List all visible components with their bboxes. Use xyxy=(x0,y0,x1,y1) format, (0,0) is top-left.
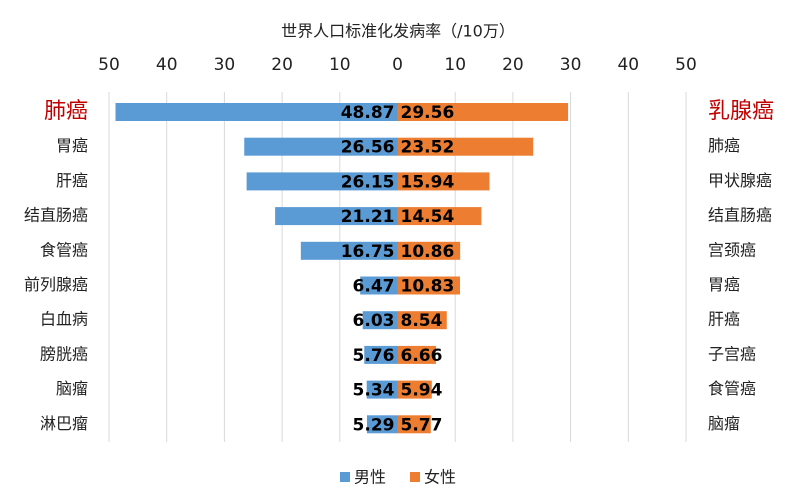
bar xyxy=(397,207,482,226)
category-label: 前列腺癌 xyxy=(24,275,88,294)
bar xyxy=(397,276,460,295)
category-label-right: 食管癌 xyxy=(708,379,756,398)
bar xyxy=(397,345,436,364)
x-tick-label: 20 xyxy=(502,55,524,75)
value-label: 14.54 xyxy=(401,207,455,227)
value-label: 8.54 xyxy=(401,311,443,331)
category-label: 肝癌 xyxy=(56,171,88,190)
value-label: 15.94 xyxy=(401,172,455,192)
category-label-right: 脑瘤 xyxy=(708,414,740,433)
legend-swatch xyxy=(340,472,350,482)
category-label: 淋巴瘤 xyxy=(40,414,88,433)
x-tick-label: 30 xyxy=(560,55,582,75)
category-label-right: 子宫癌 xyxy=(708,344,756,363)
legend-swatch xyxy=(410,472,420,482)
category-label-right: 肺癌 xyxy=(708,136,740,155)
category-label: 膀胱癌 xyxy=(40,344,88,363)
value-label: 10.86 xyxy=(401,242,455,262)
legend-label: 男性 xyxy=(354,468,386,487)
value-label: 5.94 xyxy=(401,381,443,401)
category-label-right: 甲状腺癌 xyxy=(708,171,772,190)
category-label: 胃癌 xyxy=(56,136,88,155)
bar xyxy=(366,380,398,399)
bar xyxy=(244,137,398,156)
category-label-right: 乳腺癌 xyxy=(708,99,774,124)
category-label-right: 结直肠癌 xyxy=(708,206,772,225)
x-tick-label: 20 xyxy=(271,55,293,75)
bar xyxy=(397,137,534,156)
category-label: 脑瘤 xyxy=(56,379,88,398)
bar xyxy=(397,241,461,260)
value-label: 16.75 xyxy=(341,242,395,262)
value-label: 6.03 xyxy=(353,311,395,331)
value-label: 5.29 xyxy=(353,415,395,435)
category-label-right: 肝癌 xyxy=(708,310,740,329)
bar xyxy=(397,380,432,399)
x-tick-label: 10 xyxy=(444,55,466,75)
x-tick-label: 10 xyxy=(329,55,351,75)
category-label: 肺癌 xyxy=(44,99,88,124)
category-label: 食管癌 xyxy=(40,240,88,259)
value-label: 5.34 xyxy=(353,381,395,401)
x-tick-label: 40 xyxy=(156,55,178,75)
bar xyxy=(300,241,398,260)
x-tick-label: 30 xyxy=(214,55,236,75)
value-label: 26.56 xyxy=(341,138,395,158)
category-label-right: 宫颈癌 xyxy=(708,240,756,259)
x-tick-label: 40 xyxy=(617,55,639,75)
bar xyxy=(366,415,398,434)
value-label: 6.66 xyxy=(401,346,443,366)
value-label: 23.52 xyxy=(401,138,455,158)
bar xyxy=(360,276,398,295)
value-label: 29.56 xyxy=(401,103,455,123)
bar xyxy=(397,415,431,434)
value-label: 6.47 xyxy=(353,277,395,297)
bar xyxy=(246,172,398,191)
category-label: 白血病 xyxy=(40,310,88,329)
value-label: 5.76 xyxy=(353,346,395,366)
x-tick-label: 50 xyxy=(98,55,120,75)
bar xyxy=(397,103,569,121)
value-label: 26.15 xyxy=(341,172,395,192)
bar xyxy=(397,172,490,191)
bar xyxy=(275,207,398,226)
bar xyxy=(364,345,398,364)
value-label: 48.87 xyxy=(341,103,395,123)
value-label: 10.83 xyxy=(401,277,455,297)
category-label: 结直肠癌 xyxy=(24,206,88,225)
legend-label: 女性 xyxy=(424,468,456,487)
chart-title: 世界人口标准化发病率（/10万） xyxy=(281,22,515,41)
category-label-right: 胃癌 xyxy=(708,275,740,294)
bar xyxy=(115,103,398,121)
x-tick-label: 50 xyxy=(675,55,697,75)
x-tick-label: 0 xyxy=(392,55,403,75)
bar xyxy=(362,311,398,330)
value-label: 21.21 xyxy=(341,207,395,227)
bar xyxy=(397,311,447,330)
value-label: 5.77 xyxy=(401,415,443,435)
